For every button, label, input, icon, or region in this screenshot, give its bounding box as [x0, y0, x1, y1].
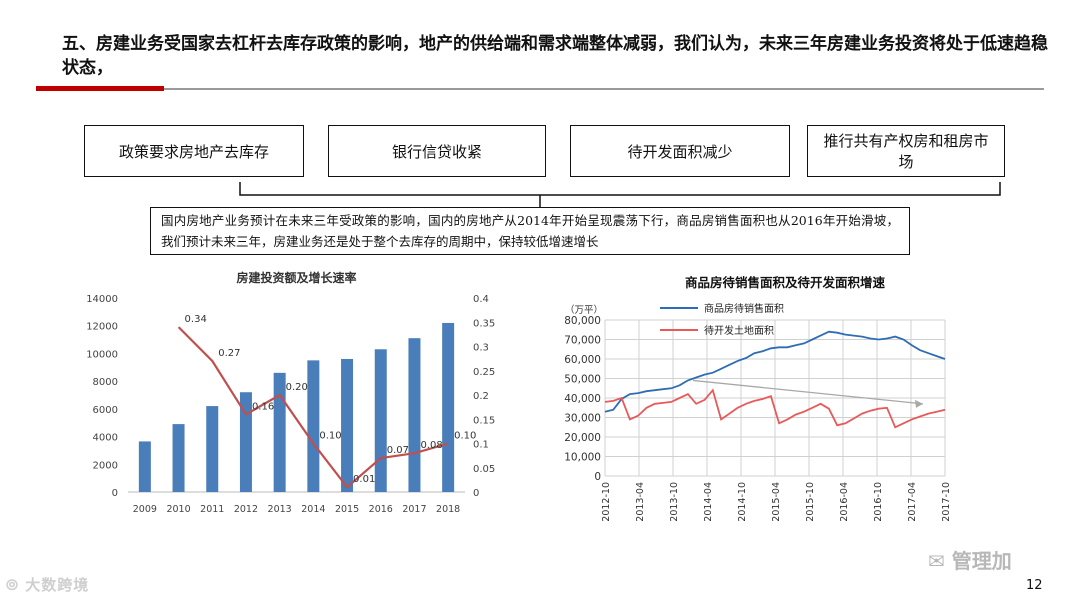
chart1-data-label: 0.10	[454, 431, 476, 442]
investment-chart: 房建投资额及增长速率 0 2000 4000 6000 8000 10000 12000 140…	[86, 270, 495, 515]
title-accent-bar	[36, 86, 164, 91]
chart2-y-tick: 0	[594, 471, 601, 483]
weibo-icon: ⦾	[6, 576, 20, 594]
chart1-x-tick: 2017	[402, 504, 426, 515]
chart1-bar	[172, 424, 185, 492]
chart2-x-tick: 2013-04	[635, 482, 646, 522]
chart1-x-tick: 2011	[200, 504, 224, 515]
chart2-x-tick: 2013-10	[669, 482, 680, 522]
chart1-left-tick: 14000	[86, 294, 118, 305]
chart2-x-tick: 2016-10	[873, 482, 884, 522]
chart1-x-tick: 2013	[268, 504, 292, 515]
chart1-bar	[442, 322, 455, 492]
chart2-y-tick: 30,000	[564, 413, 601, 425]
chart2-y-tick: 20,000	[564, 432, 601, 444]
title-divider	[164, 88, 1044, 90]
watermark-left-text: 大数跨境	[25, 576, 90, 594]
watermark-left: ⦾ 大数跨境	[6, 574, 89, 595]
chart1-right-tick: 0.1	[473, 440, 489, 451]
chart1-growth-line	[177, 326, 449, 489]
factor-box-policy: 政策要求房地产去库存	[84, 125, 304, 177]
chart2-x-tick: 2014-04	[703, 482, 714, 522]
chart1-right-tick: 0.3	[473, 343, 489, 354]
chart1-bar	[374, 349, 387, 492]
chart1-right-tick: 0.2	[473, 391, 489, 402]
chart1-left-tick: 10000	[86, 349, 118, 360]
chart1-data-label: 0.34	[185, 314, 207, 325]
factor-box-land: 待开发面积减少	[570, 125, 790, 177]
chart1-left-tick: 2000	[93, 460, 118, 471]
chart1-left-tick: 12000	[86, 322, 118, 333]
chart1-bar	[341, 358, 354, 492]
chart2-legend-label: 待开发土地面积	[704, 324, 774, 337]
chart1-x-tick: 2016	[369, 504, 393, 515]
chart1-x-tick: 2010	[166, 504, 190, 515]
chart1-left-tick: 8000	[93, 377, 118, 388]
chart2-series-line	[604, 330, 946, 413]
chart1-right-tick: 0	[473, 488, 479, 499]
chart1-left-tick: 6000	[93, 405, 118, 416]
chart2-series-line	[604, 388, 946, 429]
chart1-data-label: 0.08	[420, 440, 442, 451]
chart1-right-tick: 0.05	[473, 464, 495, 475]
chart1-x-tick: 2014	[301, 504, 325, 515]
chart2-x-tick: 2015-04	[771, 482, 782, 522]
chart1-data-label: 0.16	[252, 401, 274, 412]
chart1-right-tick: 0.25	[473, 367, 495, 378]
chart1-data-label: 0.20	[286, 382, 308, 393]
chart1-bar	[138, 441, 151, 492]
chart1-bar	[273, 372, 286, 492]
factor-box-rental: 推行共有产权房和租房市场	[807, 125, 1005, 177]
chart1-left-tick: 0	[112, 488, 118, 499]
chart1-x-tick: 2018	[436, 504, 460, 515]
slide-title: 五、房建业务受国家去杠杆去库存政策的影响，地产的供给端和需求端整体减弱，我们认为…	[62, 34, 1048, 78]
chart2-y-unit: （万平）	[565, 304, 603, 316]
chart2-x-tick: 2016-04	[839, 482, 850, 522]
chart2-x-tick: 2012-10	[601, 482, 612, 522]
chart1-bar	[206, 406, 219, 492]
chart2-y-tick: 10,000	[564, 452, 601, 464]
chart2-y-tick: 70,000	[564, 335, 601, 347]
chart2-trend-arrow	[692, 379, 924, 405]
chart1-right-tick: 0.15	[473, 415, 495, 426]
chart2-x-tick: 2017-04	[907, 482, 918, 522]
chart2-y-tick: 40,000	[564, 393, 601, 405]
factor-box-credit: 银行信贷收紧	[328, 125, 546, 177]
chart1-x-tick: 2012	[234, 504, 258, 515]
chart2-x-tick: 2017-10	[941, 482, 952, 522]
inventory-chart: 商品房待销售面积及待开发面积增速 （万平） 0 10,000 20,000 30,000 4…	[564, 275, 952, 522]
chart1-x-tick: 2009	[133, 504, 157, 515]
chart1-data-label: 0.27	[218, 348, 240, 359]
summary-text: 国内房地产业务预计在未来三年受政策的影响，国内的房地产从2014年开始呈现震荡下…	[150, 207, 910, 255]
chart2-x-tick: 2014-10	[737, 482, 748, 522]
chart1-data-label: 0.07	[387, 445, 409, 456]
chart2-x-tick: 2015-10	[805, 482, 816, 522]
watermark-right: ✉ 管理加	[928, 545, 1012, 574]
chart2-y-tick: 80,000	[564, 315, 601, 327]
page-number: 12	[1026, 578, 1043, 593]
chart2-y-tick: 50,000	[564, 374, 601, 386]
chart1-bar	[239, 392, 252, 492]
chart2-y-tick: 60,000	[564, 354, 601, 366]
chart1-right-tick: 0.35	[473, 318, 495, 329]
chart1-title: 房建投资额及增长速率	[236, 270, 356, 285]
wechat-icon: ✉	[928, 549, 945, 573]
chart1-left-tick: 4000	[93, 433, 118, 444]
watermark-right-text: 管理加	[951, 549, 1012, 573]
chart1-bar	[307, 360, 320, 492]
chart1-data-label: 0.01	[353, 474, 375, 485]
chart2-trend-arrowhead	[915, 399, 923, 408]
chart1-bar	[408, 338, 421, 492]
chart2-title: 商品房待销售面积及待开发面积增速	[685, 275, 886, 290]
chart1-right-tick: 0.4	[473, 294, 489, 305]
chart1-data-label: 0.10	[319, 431, 341, 442]
chart2-legend-label: 商品房待销售面积	[704, 302, 784, 315]
chart1-x-tick: 2015	[335, 504, 359, 515]
